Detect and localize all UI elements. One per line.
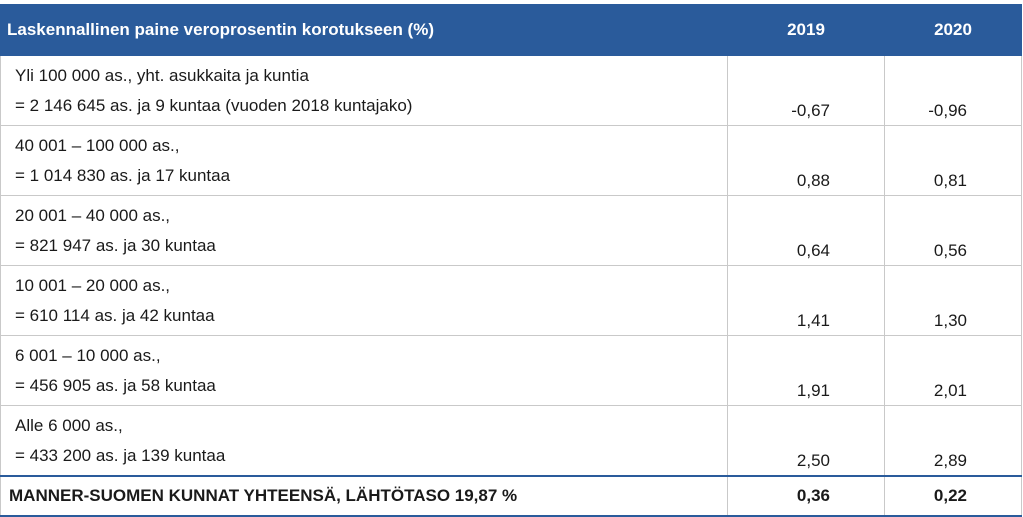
total-value-2020: 0,22 <box>884 475 1022 517</box>
value-2019: 1,41 <box>727 265 885 336</box>
value-2019: 1,91 <box>727 335 885 406</box>
tax-pressure-table: Laskennallinen paine veroprosentin korot… <box>0 4 1022 517</box>
row-label: 20 001 – 40 000 as., = 821 947 as. ja 30… <box>0 195 728 266</box>
value-2020: -0,96 <box>884 55 1022 126</box>
header-year-2019: 2019 <box>727 4 885 56</box>
row-label-line1: 6 001 – 10 000 as., <box>15 345 161 365</box>
row-label: 6 001 – 10 000 as., = 456 905 as. ja 58 … <box>0 335 728 406</box>
value-2019: 0,88 <box>727 125 885 196</box>
value-2020: 1,30 <box>884 265 1022 336</box>
row-label-line1: Yli 100 000 as., yht. asukkaita ja kunti… <box>15 65 309 85</box>
value-2020: 2,01 <box>884 335 1022 406</box>
table-row: 6 001 – 10 000 as., = 456 905 as. ja 58 … <box>0 335 1022 406</box>
value-2019: 2,50 <box>727 405 885 477</box>
table-header: Laskennallinen paine veroprosentin korot… <box>0 4 1022 56</box>
table-footer: MANNER-SUOMEN KUNNAT YHTEENSÄ, LÄHTÖTASO… <box>0 475 1022 517</box>
table-row: 10 001 – 20 000 as., = 610 114 as. ja 42… <box>0 265 1022 336</box>
value-2020: 0,81 <box>884 125 1022 196</box>
row-label-line2: = 456 905 as. ja 58 kuntaa <box>15 375 216 395</box>
value-2019: 0,64 <box>727 195 885 266</box>
row-label: Yli 100 000 as., yht. asukkaita ja kunti… <box>0 55 728 126</box>
row-label-line1: Alle 6 000 as., <box>15 415 123 435</box>
total-row: MANNER-SUOMEN KUNNAT YHTEENSÄ, LÄHTÖTASO… <box>0 475 1022 517</box>
value-2019: -0,67 <box>727 55 885 126</box>
row-label-line2: = 2 146 645 as. ja 9 kuntaa (vuoden 2018… <box>15 95 413 115</box>
value-2020: 2,89 <box>884 405 1022 477</box>
row-label-line1: 10 001 – 20 000 as., <box>15 275 171 295</box>
row-label-line2: = 433 200 as. ja 139 kuntaa <box>15 445 226 465</box>
row-label: 10 001 – 20 000 as., = 610 114 as. ja 42… <box>0 265 728 336</box>
header-year-2020: 2020 <box>884 4 1022 56</box>
row-label: 40 001 – 100 000 as., = 1 014 830 as. ja… <box>0 125 728 196</box>
table-body: Yli 100 000 as., yht. asukkaita ja kunti… <box>0 55 1022 477</box>
row-label-line2: = 821 947 as. ja 30 kuntaa <box>15 235 216 255</box>
row-label: Alle 6 000 as., = 433 200 as. ja 139 kun… <box>0 405 728 477</box>
header-row: Laskennallinen paine veroprosentin korot… <box>0 4 1022 56</box>
table-row: 40 001 – 100 000 as., = 1 014 830 as. ja… <box>0 125 1022 196</box>
total-value-2019: 0,36 <box>727 475 885 517</box>
row-label-line1: 20 001 – 40 000 as., <box>15 205 171 225</box>
value-2020: 0,56 <box>884 195 1022 266</box>
table-row: Alle 6 000 as., = 433 200 as. ja 139 kun… <box>0 405 1022 477</box>
row-label-line1: 40 001 – 100 000 as., <box>15 135 180 155</box>
table-row: Yli 100 000 as., yht. asukkaita ja kunti… <box>0 55 1022 126</box>
table-row: 20 001 – 40 000 as., = 821 947 as. ja 30… <box>0 195 1022 266</box>
row-label-line2: = 1 014 830 as. ja 17 kuntaa <box>15 165 231 185</box>
total-label: MANNER-SUOMEN KUNNAT YHTEENSÄ, LÄHTÖTASO… <box>0 475 728 517</box>
row-label-line2: = 610 114 as. ja 42 kuntaa <box>15 305 215 325</box>
header-title: Laskennallinen paine veroprosentin korot… <box>0 4 728 56</box>
